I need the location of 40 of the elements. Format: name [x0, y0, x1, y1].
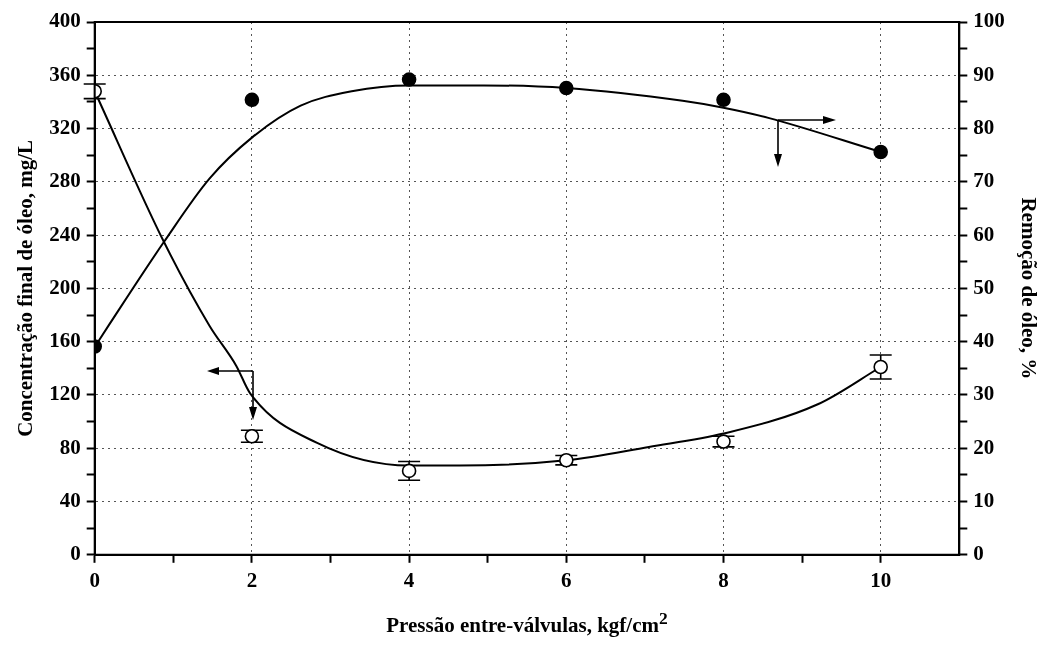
point — [401, 72, 417, 87]
point — [559, 80, 574, 96]
y2-tick-label: 50 — [973, 274, 995, 299]
y-tick-label: 240 — [49, 221, 81, 246]
y2-tick-label: 10 — [973, 487, 995, 512]
x-tick-label: 0 — [89, 567, 100, 592]
y2-tick-label: 100 — [973, 8, 1005, 33]
y-tick-label: 80 — [59, 434, 81, 459]
y2-tick-label: 80 — [973, 114, 995, 139]
point — [716, 434, 731, 449]
point — [873, 359, 888, 375]
y2-tick-label: 70 — [973, 168, 995, 193]
y2-tick-label: 30 — [973, 381, 995, 406]
y-tick-label: 120 — [49, 381, 81, 406]
point — [873, 144, 888, 160]
y-tick-label: 400 — [49, 8, 81, 33]
x-tick-label: 6 — [561, 567, 572, 592]
y2-tick-label: 40 — [973, 328, 995, 353]
point — [244, 428, 260, 444]
y2-tick-label: 0 — [973, 541, 984, 566]
y-tick-label: 280 — [49, 168, 81, 193]
x-tick-label: 8 — [718, 567, 729, 592]
y-tick-label: 360 — [49, 61, 81, 86]
y-tick-label: 40 — [59, 487, 81, 512]
x-tick-label: 10 — [870, 567, 892, 592]
x-tick-label: 2 — [246, 567, 258, 592]
point — [716, 92, 731, 108]
y-tick-label: 320 — [49, 114, 81, 139]
point — [559, 452, 574, 468]
y-axis-title: Concentração final de óleo, mg/L — [13, 139, 38, 437]
y2-tick-label: 90 — [973, 61, 995, 86]
x-axis-title: Pressão entre-válvulas, kgf/cm$^{2}$ — [385, 608, 669, 638]
y2-tick-label: 60 — [973, 221, 995, 246]
x-tick-label: 4 — [403, 567, 415, 592]
y-tick-label: 0 — [70, 541, 81, 566]
point — [244, 92, 260, 108]
y-tick-label: 160 — [49, 328, 81, 353]
y-tick-label: 200 — [49, 274, 81, 299]
y2-axis-title: Remoção de óleo, % — [1016, 197, 1041, 380]
y2-tick-label: 20 — [973, 434, 995, 459]
